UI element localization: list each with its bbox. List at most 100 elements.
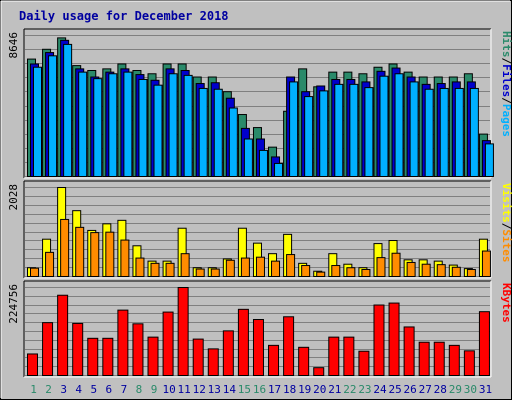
bar-kbytes-day-17	[268, 344, 280, 376]
bar-sites-day-8	[135, 257, 145, 278]
bar-sites-day-25	[391, 252, 401, 277]
x-tick-label-day-23: 23	[358, 383, 371, 396]
panel-hits-files-pages: 8646 Hits/Files/Pages	[7, 28, 512, 179]
x-tick-label-day-21: 21	[328, 383, 341, 396]
bar-pages-day-30	[469, 87, 479, 177]
x-tick-label-day-7: 7	[121, 383, 128, 396]
x-tick-label-day-24: 24	[373, 383, 387, 396]
x-tick-label-day-5: 5	[90, 383, 97, 396]
legend-part: KBytes	[500, 283, 512, 323]
bar-kbytes-day-18	[283, 316, 295, 377]
bar-sites-day-27	[421, 263, 431, 278]
y-max-label: 2028	[7, 184, 20, 211]
bar-kbytes-day-8	[132, 323, 144, 377]
bar-sites-day-22	[346, 267, 356, 277]
bar-sites-day-30	[466, 268, 476, 277]
x-tick-label-day-13: 13	[208, 383, 221, 396]
bar-pages-day-20	[319, 90, 329, 177]
bar-kbytes-day-13	[207, 348, 219, 377]
bar-kbytes-day-6	[102, 337, 114, 376]
bar-sites-day-2	[45, 251, 55, 277]
bar-sites-day-15	[240, 257, 250, 278]
x-tick-label-day-30: 30	[464, 383, 477, 396]
bar-pages-day-21	[334, 83, 344, 177]
x-tick-label-day-1: 1	[30, 383, 37, 396]
x-tick-label-day-15: 15	[238, 383, 251, 396]
y-max-label: 224756	[7, 284, 20, 324]
legend-part: Hits	[500, 31, 512, 58]
x-tick-label-day-22: 22	[343, 383, 356, 396]
bar-sites-day-10	[165, 262, 175, 277]
bar-pages-day-23	[364, 87, 374, 177]
bar-kbytes-day-21	[328, 336, 340, 376]
bar-pages-day-12	[198, 87, 208, 177]
bar-sites-day-31	[481, 250, 491, 278]
panel-legend: KBytes	[500, 283, 512, 323]
bar-kbytes-day-30	[463, 350, 475, 377]
bar-kbytes-day-29	[448, 344, 460, 376]
bar-pages-day-19	[304, 96, 314, 177]
x-tick-label-day-25: 25	[388, 383, 401, 396]
bar-pages-day-26	[409, 81, 419, 177]
bar-kbytes-day-5	[87, 337, 99, 376]
bar-sites-day-3	[60, 218, 70, 277]
bar-kbytes-day-16	[252, 319, 264, 377]
x-tick-label-day-19: 19	[298, 383, 311, 396]
x-tick-label-day-4: 4	[75, 383, 82, 396]
legend-part: Pages	[500, 104, 512, 137]
x-tick-label-day-3: 3	[60, 383, 67, 396]
bar-pages-day-2	[48, 55, 58, 177]
y-max-label: 8646	[7, 32, 20, 59]
x-tick-label-day-16: 16	[253, 383, 266, 396]
bar-kbytes-day-2	[42, 322, 54, 376]
bar-kbytes-day-27	[418, 341, 430, 376]
x-axis-labels: 1 2 3 4 5 6 7 8 9 10 11 12 13 14 15 16 17 18 19 20 21 22 23 24 2…	[30, 383, 492, 396]
bar-sites-day-26	[406, 261, 416, 277]
x-tick-label-day-28: 28	[434, 383, 447, 396]
bar-kbytes-day-3	[57, 294, 69, 376]
bar-kbytes-day-9	[147, 336, 159, 376]
bar-pages-day-1	[33, 66, 42, 177]
bar-kbytes-day-14	[222, 330, 234, 376]
bar-kbytes-day-19	[298, 346, 310, 376]
bar-pages-day-15	[243, 138, 253, 178]
panel-visits-sites: 2028 Visits/Sites	[7, 180, 512, 279]
x-tick-label-day-17: 17	[268, 383, 281, 396]
bar-kbytes-day-15	[237, 308, 249, 377]
bar-pages-day-16	[258, 149, 268, 178]
bar-sites-day-7	[120, 239, 130, 277]
x-tick-label-day-6: 6	[106, 383, 113, 396]
x-tick-label-day-9: 9	[151, 383, 158, 396]
x-tick-label-day-8: 8	[136, 383, 143, 396]
bar-sites-day-29	[451, 266, 461, 278]
bar-kbytes-day-31	[478, 311, 490, 377]
bar-sites-day-1	[30, 267, 39, 278]
x-tick-label-day-11: 11	[178, 383, 191, 396]
bar-pages-day-5	[93, 78, 103, 177]
panel-kbytes: 224756 KBytes	[7, 280, 512, 378]
legend-part: Visits	[500, 183, 512, 223]
bar-kbytes-day-22	[343, 336, 355, 376]
bar-kbytes-day-23	[358, 350, 370, 377]
bar-pages-day-13	[213, 88, 223, 177]
bar-sites-day-23	[361, 268, 371, 277]
x-tick-label-day-18: 18	[283, 383, 296, 396]
bar-sites-day-11	[180, 253, 190, 278]
bar-sites-day-18	[286, 254, 296, 278]
bar-pages-day-24	[379, 75, 389, 177]
bar-pages-day-11	[183, 74, 193, 177]
panel-legend: Hits/Files/Pages	[500, 31, 512, 137]
bar-pages-day-6	[108, 73, 118, 177]
bar-pages-day-3	[63, 43, 73, 177]
legend-part: Sites	[500, 229, 512, 262]
bar-pages-day-14	[228, 107, 238, 177]
x-tick-label-day-10: 10	[162, 383, 175, 396]
bar-sites-day-14	[225, 259, 235, 278]
bar-kbytes-day-20	[313, 367, 325, 376]
bar-sites-day-13	[210, 268, 220, 278]
bar-kbytes-day-26	[403, 326, 415, 377]
bar-kbytes-day-10	[162, 311, 174, 377]
x-tick-label-day-27: 27	[419, 383, 432, 396]
bar-pages-day-9	[153, 84, 163, 177]
